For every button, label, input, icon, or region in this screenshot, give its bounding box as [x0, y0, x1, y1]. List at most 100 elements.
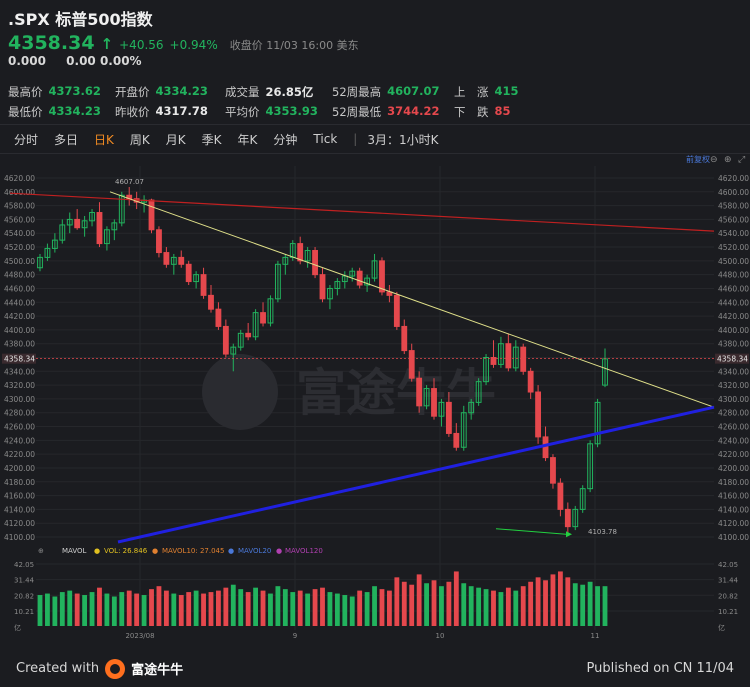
candle-body	[312, 249, 318, 276]
support-trendline	[117, 405, 715, 544]
expand-icon: ⤢	[737, 155, 745, 165]
volume-bar	[52, 596, 58, 626]
volume-bar	[572, 583, 578, 626]
candle-body	[74, 218, 81, 229]
tab-weekly-k[interactable]: 周K	[129, 132, 150, 147]
volume-bar	[483, 589, 489, 626]
candle-body	[208, 294, 214, 310]
candle-body	[587, 443, 594, 490]
volume-bar	[528, 581, 534, 626]
volume-bar	[74, 593, 80, 626]
volume-bar	[67, 590, 73, 626]
up-count-value: 415	[494, 84, 519, 98]
published-label: Published on CN 11/04	[586, 661, 734, 676]
stats-panel: 最高价 4373.62 开盘价 4334.23 成交量 26.85亿 52周最高 460…	[8, 82, 519, 122]
volume-bar	[282, 589, 288, 626]
candle-body	[89, 212, 95, 222]
volume-bar	[446, 581, 452, 626]
volume-bar	[45, 593, 50, 626]
candle-body	[349, 270, 356, 277]
price-tick-right: 4540.00	[718, 229, 749, 238]
volume-bar	[171, 593, 177, 626]
volume-bar	[37, 595, 43, 626]
volume-bar	[134, 593, 140, 626]
candle-body	[408, 350, 415, 379]
current-price-label-right: 4358.34	[717, 355, 748, 364]
tab-tick[interactable]: Tick	[313, 132, 338, 146]
price-tick-left: 4220.00	[4, 450, 35, 459]
price-tick-left: 4260.00	[4, 423, 35, 432]
volume-bar	[253, 587, 259, 626]
candle-body	[297, 243, 304, 262]
volume-bar	[476, 587, 482, 626]
price-tick-left: 4140.00	[4, 505, 35, 514]
volume-tick-left: 10.21	[14, 608, 34, 616]
tab-intraday[interactable]: 分时	[14, 132, 39, 147]
candle-body	[327, 287, 333, 300]
futu-logo-icon	[105, 658, 126, 679]
tab-daily-k[interactable]: 日K	[94, 132, 114, 147]
tab-yearly-k[interactable]: 年K	[237, 132, 258, 147]
candle-body	[118, 194, 125, 224]
candle-body	[483, 357, 489, 383]
volume-bar	[126, 590, 132, 626]
candle-body	[468, 401, 475, 414]
candle-body	[148, 199, 155, 231]
volume-bar	[111, 596, 117, 626]
price-tick-right: 4620.00	[718, 174, 749, 183]
volume-bar	[141, 595, 147, 626]
volume-bar	[260, 590, 266, 626]
mavol10-dot-icon: ●	[152, 547, 158, 555]
volume-bar	[550, 574, 556, 626]
up-count-label: 上 涨	[454, 85, 489, 99]
volume-bar	[580, 584, 586, 626]
tab-3m-1h-k[interactable]: 3月：1小时K	[367, 132, 439, 147]
candlestick-chart[interactable]: 4620.00 4620.00 4600.00 4600.00 4580.00 4580.…	[0, 152, 750, 642]
candle-body	[431, 388, 437, 417]
volume-bar	[178, 595, 184, 626]
prev-close-label: 昨收价	[115, 105, 150, 119]
volume-bar	[595, 586, 600, 626]
last-price: 4358.34	[8, 32, 95, 54]
current-price-tag-right	[715, 353, 749, 364]
tab-minute[interactable]: 分钟	[273, 132, 298, 147]
candle-body	[170, 256, 177, 265]
volume-bar	[97, 587, 102, 626]
candle-body	[490, 357, 497, 365]
mavol20-dot-icon: ●	[228, 547, 234, 555]
symbol-title: .SPX 标普500指数	[8, 10, 153, 29]
candle-body	[200, 274, 207, 296]
tab-multi-day[interactable]: 多日	[54, 132, 79, 147]
candle-body	[527, 370, 534, 393]
chart-area[interactable]: 4620.00 4620.00 4600.00 4600.00 4580.00 4580.…	[0, 152, 750, 642]
date-label: 11	[591, 632, 600, 640]
candle-body	[498, 343, 504, 365]
volume-tick-right: 20.82	[718, 592, 738, 600]
volume-bar	[268, 593, 273, 626]
mavol-label: MAVOL	[62, 547, 87, 555]
open-value: 4334.23	[155, 84, 208, 98]
candle-body	[319, 274, 326, 300]
candle-body	[460, 412, 467, 448]
candle-body	[215, 308, 222, 327]
footer: Created with 富途牛牛 Published on CN 11/04	[0, 650, 750, 687]
price-tick-left: 4440.00	[4, 298, 35, 307]
volume-bar	[468, 586, 474, 626]
candle-body	[379, 260, 385, 293]
vol-value: VOL: 26.846	[104, 547, 148, 555]
candle-body	[416, 377, 423, 407]
volume-tick-right: 10.21	[718, 608, 738, 616]
price-tick-left: 4420.00	[4, 312, 35, 321]
candle-body	[193, 274, 200, 283]
volume-tick-left: 31.44	[14, 577, 35, 585]
volume-bar	[357, 590, 363, 626]
price-tick-left: 4120.00	[4, 519, 35, 528]
price-tick-left: 4500.00	[4, 257, 35, 266]
volume-bar	[565, 577, 571, 626]
volume-bar	[520, 586, 526, 626]
tab-monthly-k[interactable]: 月K	[165, 132, 186, 147]
tab-quarterly-k[interactable]: 季K	[201, 132, 222, 147]
volume-unit-icon: 亿	[14, 623, 21, 632]
volume-bar	[89, 592, 95, 626]
price-tick-right: 4240.00	[718, 436, 749, 445]
